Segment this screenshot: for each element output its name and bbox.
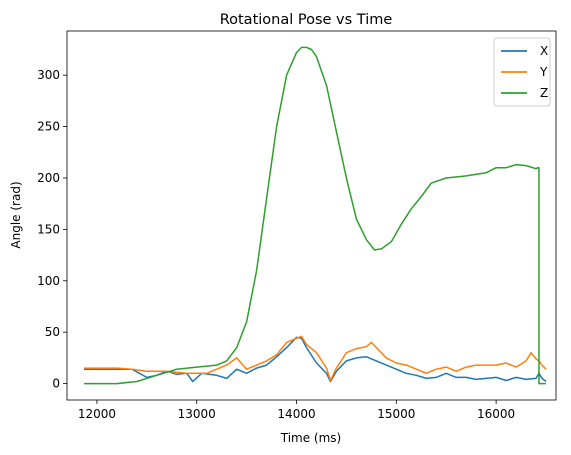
series-line-y (84, 335, 547, 382)
y-tick-label: 0 (52, 377, 60, 391)
legend-label-z: Z (540, 86, 548, 100)
legend: XYZ (493, 37, 551, 107)
x-tick-label: 16000 (477, 407, 515, 421)
series-line-x (84, 336, 547, 383)
x-tick-label: 12000 (78, 407, 116, 421)
legend-label-x: X (540, 44, 548, 58)
y-axis-ticks: 0 50 100 150 200 250 300 (37, 68, 67, 391)
plot-frame (66, 30, 557, 401)
y-tick-label: 200 (37, 171, 60, 185)
x-tick-label: 13000 (178, 407, 216, 421)
y-tick-label: 300 (37, 68, 60, 82)
x-axis-label: Time (ms) (280, 431, 342, 445)
legend-label-y: Y (539, 65, 548, 79)
x-axis-ticks: 12000 13000 14000 15000 16000 (78, 400, 515, 421)
y-tick-label: 100 (37, 274, 60, 288)
plot-lines (84, 46, 547, 385)
y-axis-label: Angle (rad) (9, 181, 23, 248)
x-tick-label: 14000 (277, 407, 315, 421)
y-tick-label: 50 (45, 325, 60, 339)
series-line-z (84, 46, 546, 385)
chart-title: Rotational Pose vs Time (220, 12, 393, 28)
y-tick-label: 250 (37, 120, 60, 134)
y-tick-label: 150 (37, 222, 60, 236)
x-tick-label: 15000 (377, 407, 415, 421)
